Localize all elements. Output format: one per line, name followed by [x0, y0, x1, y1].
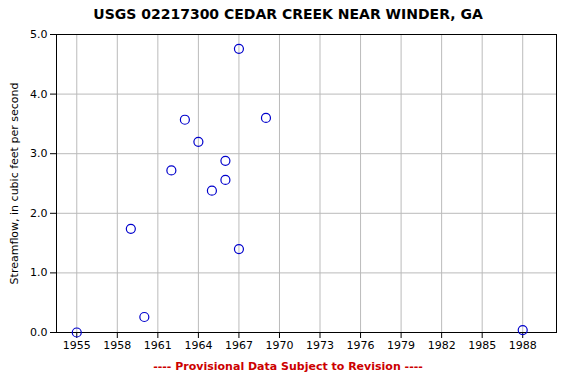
svg-text:1958: 1958 [103, 339, 131, 352]
svg-text:0.0: 0.0 [30, 326, 48, 339]
svg-text:1982: 1982 [428, 339, 456, 352]
svg-text:2.0: 2.0 [30, 207, 48, 220]
svg-text:1985: 1985 [468, 339, 496, 352]
svg-text:1973: 1973 [306, 339, 334, 352]
svg-text:1967: 1967 [225, 339, 253, 352]
html-text:USGS 02217300 CEDAR CREEK NEAR: USGS 02217300 CEDAR CREEK NEAR WINDER, G… [93, 6, 483, 22]
svg-text:5.0: 5.0 [30, 28, 48, 41]
svg-text:1988: 1988 [509, 339, 537, 352]
svg-text:1955: 1955 [63, 339, 91, 352]
svg-text:3.0: 3.0 [30, 147, 48, 160]
svg-text:1976: 1976 [347, 339, 375, 352]
html-text:---- Provisional Data Subject: ---- Provisional Data Subject to Revisio… [153, 360, 423, 373]
svg-text:4.0: 4.0 [30, 88, 48, 101]
svg-text:Streamflow, in cubic feet per: Streamflow, in cubic feet per second [8, 83, 21, 285]
svg-text:1979: 1979 [387, 339, 415, 352]
svg-text:1964: 1964 [184, 339, 212, 352]
svg-text:1.0: 1.0 [30, 266, 48, 279]
svg-text:1961: 1961 [144, 339, 172, 352]
svg-text:1970: 1970 [265, 339, 293, 352]
